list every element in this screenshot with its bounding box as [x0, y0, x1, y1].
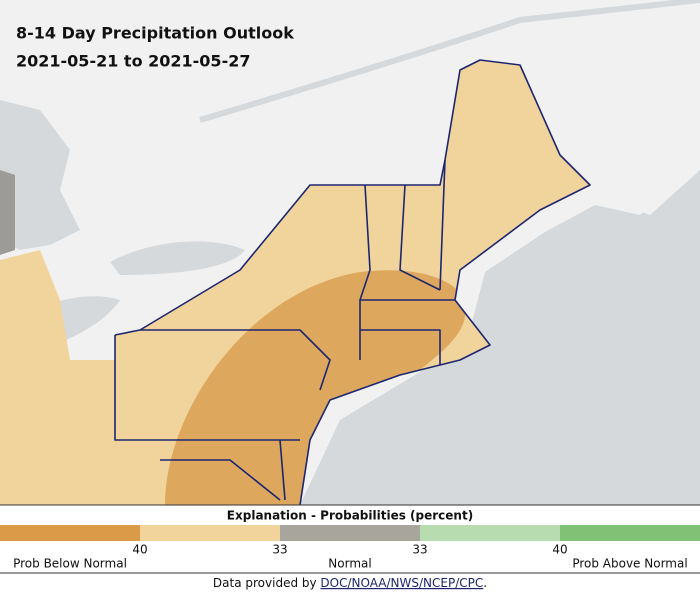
md-border: [160, 439, 286, 501]
legend-label: Normal: [328, 557, 371, 571]
legend-swatch: [420, 525, 560, 541]
legend-heading: Explanation - Probabilities (percent): [227, 509, 473, 523]
legend-tick: 40: [132, 543, 147, 557]
state-borders: [114, 59, 591, 506]
vt-nh-border: [399, 184, 441, 291]
ny-pa-border: [140, 329, 331, 391]
lake-huron: [0, 100, 80, 250]
legend-swatch: [560, 525, 700, 541]
footer-text: Data provided by: [213, 576, 321, 590]
nh-me-border: [439, 159, 446, 291]
map-title: 8-14 Day Precipitation Outlook: [16, 24, 294, 43]
below-normal-40: [165, 270, 466, 505]
legend: Explanation - Probabilities (percent) Da…: [0, 504, 700, 593]
legend-tick: 33: [272, 543, 287, 557]
legend-tick: 33: [412, 543, 427, 557]
legend-label: Prob Above Normal: [572, 557, 687, 571]
ma-ct-border: [360, 299, 455, 365]
footer-link[interactable]: DOC/NOAA/NWS/NCEP/CPC: [320, 576, 483, 590]
legend-background: [0, 505, 700, 593]
legend-swatch: [0, 525, 140, 541]
legend-tick: 40: [552, 543, 567, 557]
land-east: [600, 120, 700, 215]
river: [199, 0, 700, 123]
pa-border: [114, 335, 300, 441]
coast: [114, 59, 591, 506]
footer-end: .: [483, 576, 487, 590]
footer: Data provided by DOC/NOAA/NWS/NCEP/CPC.: [213, 576, 487, 590]
map: 8-14 Day Precipitation Outlook 2021-05-2…: [0, 0, 700, 506]
normal-area: [0, 170, 15, 255]
legend-swatch: [280, 525, 420, 541]
lake-ontario: [110, 241, 245, 275]
map-subtitle: 2021-05-21 to 2021-05-27: [16, 52, 250, 71]
legend-swatch: [140, 525, 280, 541]
legend-label: Prob Below Normal: [13, 557, 127, 571]
